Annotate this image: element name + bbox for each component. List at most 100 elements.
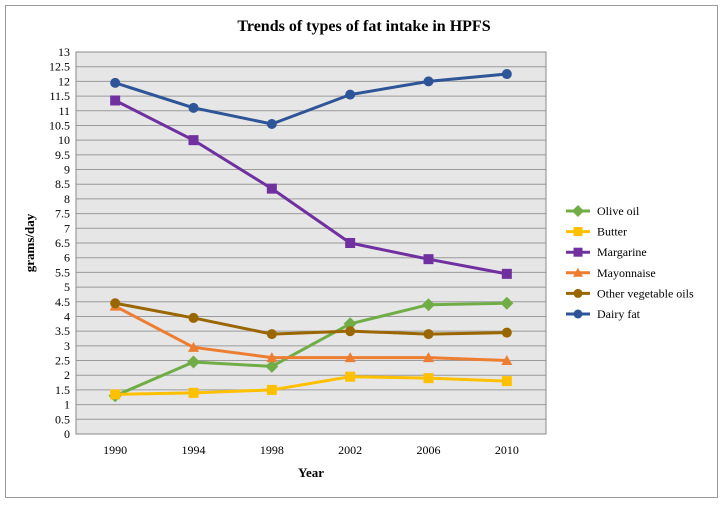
legend-label: Olive oil — [597, 204, 640, 218]
series-butter — [110, 371, 512, 400]
legend: Olive oil Butter Margarine Mayonnaise Other … — [566, 204, 694, 321]
y-tick-label: 10.5 — [49, 118, 70, 132]
legend-item-butter: Butter — [566, 225, 627, 239]
data-point-dairy-fat — [266, 118, 277, 129]
series-line-olive-oil — [114, 301, 507, 398]
legend-item-other-vegetable-oils: Other vegetable oils — [566, 286, 694, 300]
data-point-mayonnaise — [266, 352, 278, 363]
data-point-olive-oil — [343, 317, 357, 331]
x-axis-label: Year — [298, 465, 324, 480]
data-point-other-vegetable-oils — [266, 329, 277, 340]
legend-marker — [572, 205, 584, 217]
data-point-olive-oil — [265, 359, 279, 373]
y-tick-label: 5 — [64, 280, 70, 294]
data-point-butter — [266, 384, 277, 395]
y-axis-label: grams/day — [22, 213, 37, 272]
y-tick-label: 1.5 — [55, 383, 70, 397]
data-point-margarine — [345, 238, 356, 248]
y-tick-label: 4.5 — [55, 295, 70, 309]
legend-label: Mayonnaise — [597, 266, 656, 280]
legend-marker — [573, 267, 583, 277]
data-point-other-vegetable-oils — [423, 329, 434, 340]
legend-marker — [573, 227, 583, 237]
data-point-dairy-fat — [501, 69, 512, 80]
x-tick-label: 2010 — [495, 443, 519, 457]
y-tick-label: 7 — [64, 221, 70, 235]
y-tick-label: 0.5 — [55, 412, 70, 426]
y-tick-label: 12.5 — [49, 60, 70, 74]
y-tick-label: 8.5 — [55, 177, 70, 191]
data-point-dairy-fat — [110, 77, 121, 88]
series-other-vegetable-oils — [110, 298, 512, 340]
data-point-mayonnaise — [423, 352, 434, 363]
series-dairy-fat — [110, 69, 512, 129]
data-point-dairy-fat — [345, 89, 356, 100]
data-point-olive-oil — [187, 355, 200, 369]
data-point-olive-oil — [422, 298, 435, 312]
data-point-other-vegetable-oils — [345, 326, 356, 337]
data-point-mayonnaise — [188, 341, 199, 352]
data-point-margarine — [423, 254, 434, 265]
legend-label: Other vegetable oils — [597, 286, 694, 300]
data-point-margarine — [110, 95, 121, 106]
y-tick-label: 0 — [64, 427, 70, 441]
legend-label: Margarine — [597, 245, 647, 259]
data-point-margarine — [266, 183, 277, 194]
y-tick-label: 3.5 — [55, 324, 70, 338]
legend-marker — [573, 288, 583, 298]
y-tick-label: 4 — [64, 309, 70, 323]
data-point-other-vegetable-oils — [188, 312, 199, 323]
data-point-margarine — [501, 268, 512, 279]
y-tick-label: 8 — [64, 192, 70, 206]
legend-item-mayonnaise: Mayonnaise — [566, 266, 656, 280]
y-tick-label: 11.5 — [49, 89, 70, 103]
data-point-butter — [501, 376, 512, 387]
series-line-margarine — [114, 99, 508, 276]
y-tick-label: 10 — [58, 133, 70, 147]
series-layer — [108, 69, 514, 403]
data-point-other-vegetable-oils — [110, 298, 121, 309]
x-tick-label: 1990 — [103, 443, 127, 457]
legend-marker — [573, 309, 583, 319]
x-tick-label: 1994 — [182, 443, 206, 457]
data-point-dairy-fat — [423, 76, 434, 87]
y-tick-label: 6.5 — [55, 236, 70, 250]
series-line-other-vegetable-oils — [114, 301, 507, 336]
y-tick-label: 1 — [64, 398, 70, 412]
data-point-mayonnaise — [501, 355, 513, 366]
series-mayonnaise — [109, 300, 513, 366]
x-tick-label: 2002 — [338, 443, 362, 457]
y-tick-label: 11 — [58, 104, 70, 118]
series-line-dairy-fat — [114, 72, 507, 126]
data-point-dairy-fat — [188, 102, 199, 113]
data-point-butter — [110, 389, 121, 400]
data-point-other-vegetable-oils — [501, 327, 512, 338]
data-point-mayonnaise — [344, 352, 356, 363]
series-line-butter — [115, 375, 507, 396]
y-tick-label: 2.5 — [55, 354, 70, 368]
series-olive-oil — [108, 296, 514, 403]
data-point-butter — [423, 373, 434, 384]
data-point-olive-oil — [500, 296, 514, 310]
y-tick-label: 3 — [64, 339, 70, 353]
y-axis-ticks: 00.511.522.533.544.555.566.577.588.599.5… — [49, 45, 70, 441]
legend-item-dairy-fat: Dairy fat — [566, 307, 641, 321]
data-point-butter — [188, 387, 199, 398]
series-line-mayonnaise — [114, 304, 507, 363]
legend-label: Dairy fat — [597, 307, 641, 321]
series-margarine — [110, 95, 512, 279]
data-point-butter — [345, 371, 356, 382]
legend-item-olive-oil: Olive oil — [566, 204, 640, 218]
y-tick-label: 13 — [58, 45, 70, 59]
y-tick-label: 5.5 — [55, 265, 70, 279]
plot-outline — [75, 51, 547, 435]
legend-item-margarine: Margarine — [566, 245, 647, 259]
y-tick-label: 2 — [64, 368, 70, 382]
y-tick-label: 12 — [58, 74, 70, 88]
y-tick-label: 7.5 — [55, 207, 70, 221]
x-axis-ticks: 1990 1994 1998 2002 2006 2010 — [103, 443, 519, 457]
y-tick-label: 6 — [64, 251, 70, 265]
legend-label: Butter — [597, 225, 627, 239]
